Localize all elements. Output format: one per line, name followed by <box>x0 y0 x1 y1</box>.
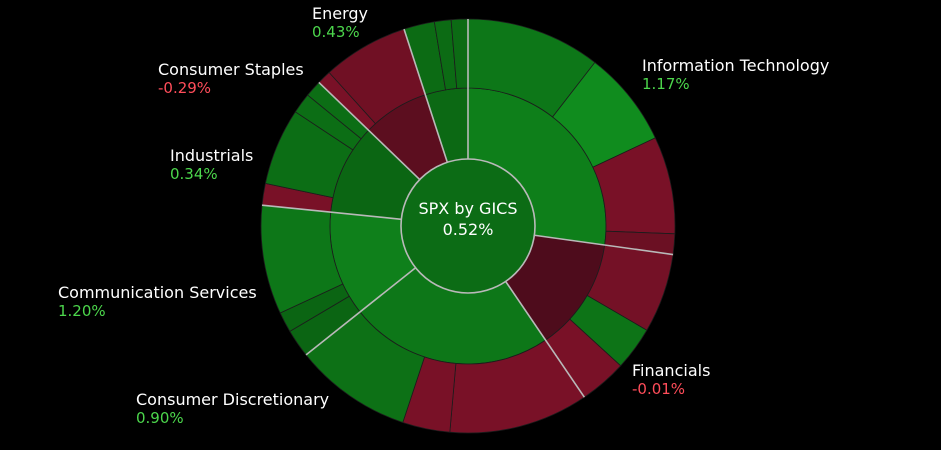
chart-center-label: SPX by GICS 0.52% <box>368 198 568 240</box>
sector-label-consumer-staples[interactable]: Consumer Staples -0.29% <box>158 60 304 98</box>
sector-name: Financials <box>632 361 711 380</box>
sector-label-communication-services[interactable]: Communication Services 1.20% <box>58 283 257 321</box>
sector-label-financials[interactable]: Financials -0.01% <box>632 361 710 399</box>
sector-change: 1.20% <box>58 302 106 320</box>
chart-center-value: 0.52% <box>442 220 494 239</box>
sector-name: Consumer Discretionary <box>136 390 330 409</box>
sector-name: Industrials <box>170 146 254 165</box>
sector-change: -0.29% <box>158 79 212 97</box>
sector-separator <box>534 234 674 256</box>
sector-name: Communication Services <box>58 283 257 302</box>
sector-separator <box>261 204 402 221</box>
sector-change: 0.90% <box>136 409 184 427</box>
sector-change: 1.17% <box>642 75 690 93</box>
sector-separator <box>318 81 421 181</box>
sector-name: Information Technology <box>642 56 830 75</box>
sector-separator <box>504 280 586 398</box>
sector-label-industrials[interactable]: Industrials 0.34% <box>170 146 253 184</box>
sector-separator <box>305 267 417 356</box>
sector-separator <box>403 28 449 163</box>
sector-change: -0.01% <box>632 380 686 398</box>
sector-label-information-technology[interactable]: Information Technology 1.17% <box>642 56 829 94</box>
sector-change: 0.43% <box>312 23 360 41</box>
center-disc[interactable] <box>400 158 536 294</box>
sector-change: 0.34% <box>170 165 218 183</box>
sector-label-energy[interactable]: Energy 0.43% <box>312 4 368 42</box>
sector-name: Consumer Staples <box>158 60 304 79</box>
sector-label-consumer-discretionary[interactable]: Consumer Discretionary 0.90% <box>136 390 329 428</box>
chart-title: SPX by GICS <box>418 199 518 218</box>
sector-name: Energy <box>312 4 369 23</box>
